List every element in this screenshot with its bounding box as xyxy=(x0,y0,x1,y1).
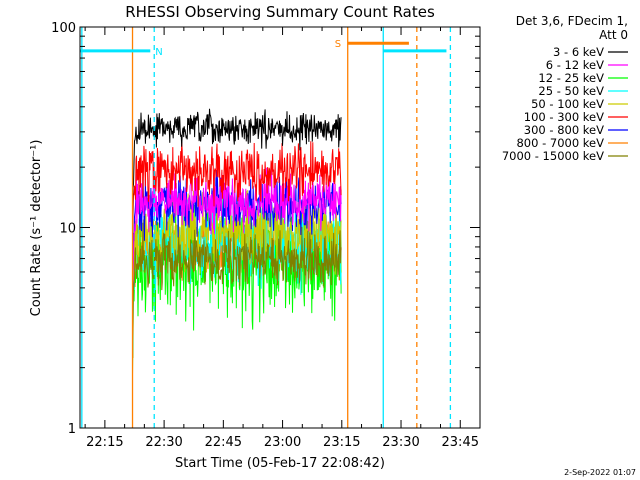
x-tick-label-6: 23:45 xyxy=(442,435,479,450)
footer-date: 2-Sep-2022 01:07 xyxy=(564,468,636,477)
series-layer xyxy=(132,108,342,375)
x-tick-label-2: 22:45 xyxy=(205,435,242,450)
legend-label-0: 3 - 6 keV xyxy=(553,45,604,59)
y-tick-label-0: 1 xyxy=(68,422,76,437)
legend-label-2: 12 - 25 keV xyxy=(538,71,604,85)
flag-label-1: S xyxy=(335,39,341,50)
x-tick-label-0: 22:15 xyxy=(86,435,123,450)
x-tick-label-1: 22:30 xyxy=(145,435,182,450)
legend-header-line-0: Det 3,6, FDecim 1, xyxy=(516,14,628,28)
x-tick-label-3: 23:00 xyxy=(264,435,301,450)
y-tick-label-1: 10 xyxy=(59,222,76,237)
legend-label-3: 25 - 50 keV xyxy=(538,84,604,98)
x-axis-label: Start Time (05-Feb-17 22:08:42) xyxy=(175,456,385,471)
legend-label-5: 100 - 300 keV xyxy=(524,110,604,124)
legend-label-4: 50 - 100 keV xyxy=(531,97,604,111)
series-line-8 xyxy=(132,222,342,342)
y-axis-label: Count Rate (s⁻¹ detector⁻¹) xyxy=(29,140,44,317)
x-tick-label-4: 23:15 xyxy=(323,435,360,450)
legend-label-1: 6 - 12 keV xyxy=(546,58,604,72)
x-tick-label-5: 23:30 xyxy=(382,435,419,450)
legend-label-6: 300 - 800 keV xyxy=(524,123,604,137)
y-tick-label-2: 100 xyxy=(51,21,76,36)
legend-label-7: 800 - 7000 keV xyxy=(516,136,604,150)
legend-header-line-1: Att 0 xyxy=(599,28,628,42)
axis-layer: 22:15 22:30 22:45 23:00 23:15 23:30 23:45 1 10 10… xyxy=(51,21,481,450)
series-line-0 xyxy=(132,108,342,234)
legend-label-8: 7000 - 15000 keV xyxy=(502,149,604,163)
series-line-5 xyxy=(132,141,342,242)
flag-label-0: N xyxy=(155,47,162,58)
series-line-1 xyxy=(132,166,342,291)
chart-title: RHESSI Observing Summary Count Rates xyxy=(125,3,435,21)
flag-layer: NS xyxy=(80,39,447,58)
